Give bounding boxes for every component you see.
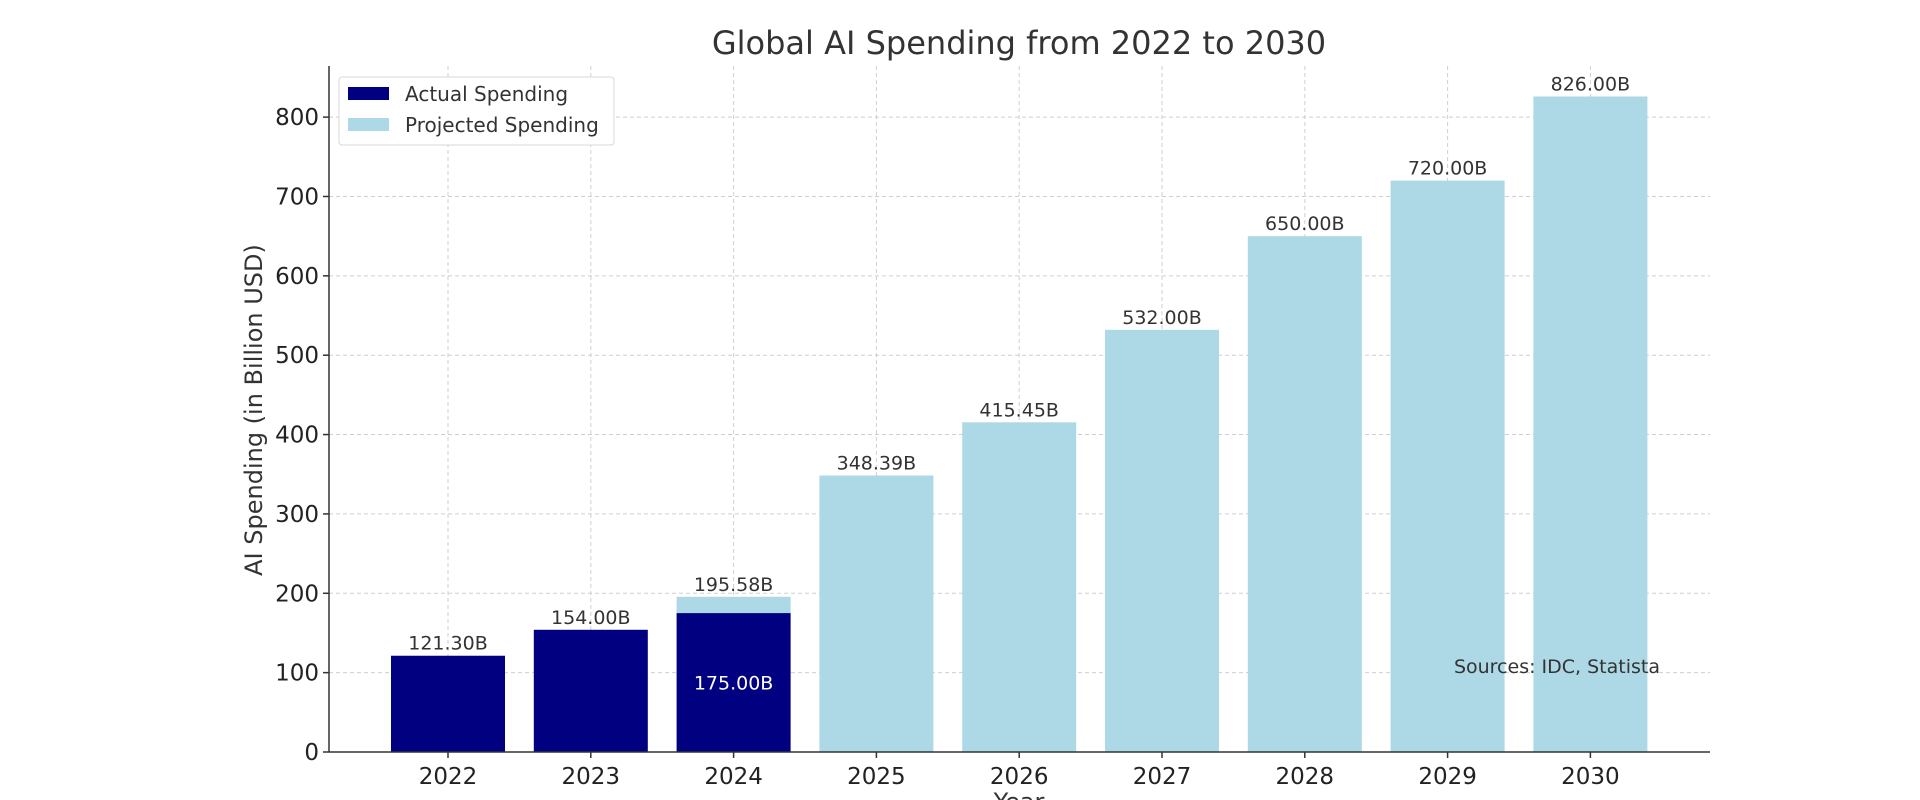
x-tick-label: 2025 bbox=[847, 764, 906, 790]
tick-labels: 0 100 200 300 400 500 600 700 800 2022 2023 2024 202… bbox=[275, 105, 1620, 790]
bar-actual-2024 bbox=[676, 613, 791, 752]
data-label-projected: 532.00B bbox=[1122, 307, 1202, 329]
y-tick-label: 400 bbox=[275, 423, 319, 449]
legend: Actual Spending Projected Spending bbox=[338, 76, 615, 146]
legend-swatch-actual bbox=[348, 87, 389, 100]
bar-projected-2029 bbox=[1390, 180, 1505, 752]
x-tick-label: 2022 bbox=[419, 764, 478, 790]
bar-projected-2028 bbox=[1247, 236, 1362, 752]
data-label-projected: 650.00B bbox=[1265, 213, 1345, 235]
data-label-actual: 121.30B bbox=[408, 633, 488, 655]
y-tick-label: 600 bbox=[275, 264, 319, 290]
x-tick-label: 2024 bbox=[704, 764, 763, 790]
x-tick-label: 2029 bbox=[1418, 764, 1477, 790]
x-tick-label: 2030 bbox=[1561, 764, 1620, 790]
x-axis-label: Year bbox=[993, 788, 1045, 800]
bar-actual-2022 bbox=[391, 655, 505, 752]
bar-actual-2023 bbox=[533, 629, 648, 752]
legend-box bbox=[338, 76, 615, 146]
legend-label-actual: Actual Spending bbox=[405, 82, 568, 106]
bar-projected-2027 bbox=[1105, 329, 1219, 752]
data-label-projected: 415.45B bbox=[979, 399, 1059, 421]
data-label-actual: 175.00B bbox=[694, 673, 774, 695]
data-label-actual: 154.00B bbox=[551, 607, 631, 629]
legend-swatch-projected bbox=[348, 118, 389, 131]
x-tick-label: 2026 bbox=[990, 764, 1049, 790]
y-tick-label: 500 bbox=[275, 343, 319, 369]
data-label-projected: 826.00B bbox=[1551, 73, 1631, 95]
y-tick-label: 0 bbox=[304, 740, 319, 766]
bar-projected-2025 bbox=[819, 475, 934, 752]
x-tick-label: 2023 bbox=[562, 764, 621, 790]
y-axis-label: AI Spending (in Billion USD) bbox=[240, 244, 268, 576]
y-tick-label: 300 bbox=[275, 502, 319, 528]
chart-title: Global AI Spending from 2022 to 2030 bbox=[712, 24, 1326, 62]
data-label-projected: 720.00B bbox=[1408, 158, 1488, 180]
y-tick-label: 200 bbox=[275, 581, 319, 607]
x-tick-label: 2028 bbox=[1276, 764, 1335, 790]
data-label-projected: 195.58B bbox=[694, 574, 774, 596]
y-tick-label: 700 bbox=[275, 184, 319, 210]
bar-projected-2026 bbox=[962, 422, 1077, 752]
y-tick-label: 100 bbox=[275, 661, 319, 687]
x-tick-label: 2027 bbox=[1133, 764, 1192, 790]
y-tick-label: 800 bbox=[275, 105, 319, 131]
legend-label-projected: Projected Spending bbox=[405, 113, 599, 137]
bar-projected-2030 bbox=[1533, 96, 1648, 753]
bars bbox=[391, 96, 1648, 753]
source-annotation: Sources: IDC, Statista bbox=[1454, 656, 1660, 678]
data-label-projected: 348.39B bbox=[837, 453, 917, 475]
data-labels: 195.58B 348.39B 415.45B 532.00B 650.00B 720.0… bbox=[408, 73, 1630, 694]
